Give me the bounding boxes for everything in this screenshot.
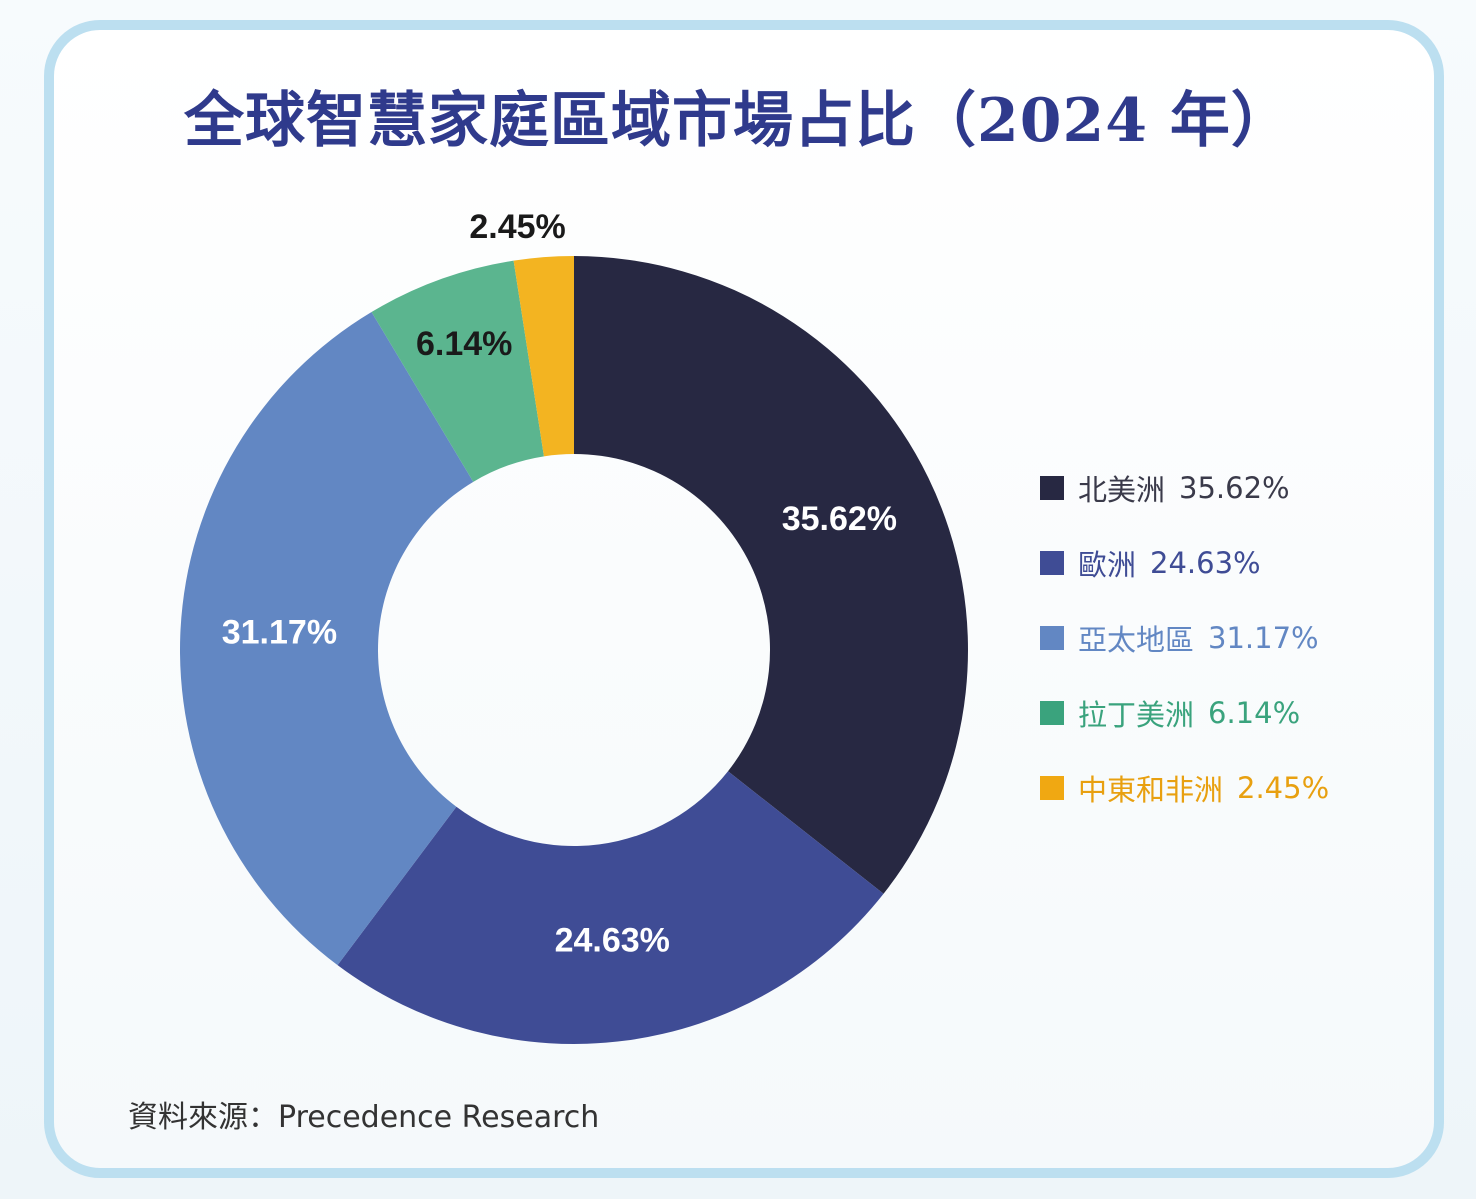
legend-swatch (1040, 776, 1064, 800)
legend-item: 北美洲 35.62% (1040, 466, 1329, 510)
legend-swatch (1040, 551, 1064, 575)
legend-swatch (1040, 626, 1064, 650)
legend-label: 亞太地區 (1078, 623, 1195, 657)
donut-slice (371, 260, 544, 482)
legend-swatch (1040, 476, 1064, 500)
legend-label: 拉丁美洲 (1078, 698, 1195, 732)
legend-item: 亞太地區 31.17% (1040, 616, 1329, 660)
legend-label: 北美洲 (1078, 473, 1166, 507)
legend-value: 35.62% (1179, 471, 1290, 505)
legend-item: 歐洲 24.63% (1040, 541, 1329, 585)
chart-legend: 北美洲 35.62% 歐洲 24.63% 亞太地區 31.17% 拉丁美洲 6.… (1040, 466, 1329, 841)
legend-label: 歐洲 (1078, 548, 1137, 582)
source-note: 資料來源：Precedence Research (128, 1100, 600, 1135)
legend-value: 31.17% (1208, 621, 1319, 655)
legend-label: 中東和非洲 (1078, 773, 1224, 807)
slice-value-label: 35.62% (782, 500, 897, 538)
slice-value-label: 31.17% (222, 614, 337, 652)
slice-value-label: 24.63% (555, 921, 670, 959)
donut-slice (574, 256, 968, 894)
legend-value: 6.14% (1208, 696, 1301, 730)
legend-value: 2.45% (1237, 771, 1330, 805)
chart-title: 全球智慧家庭區域市場占比（2024 年） (184, 86, 1292, 156)
donut-slice (337, 771, 884, 1044)
donut-slice (179, 311, 474, 966)
legend-item: 拉丁美洲 6.14% (1040, 691, 1329, 735)
slice-value-label: 2.45% (469, 208, 565, 246)
legend-swatch (1040, 701, 1064, 725)
slice-value-label: 6.14% (416, 325, 512, 363)
legend-item: 中東和非洲 2.45% (1040, 766, 1329, 810)
legend-value: 24.63% (1150, 546, 1261, 580)
donut-slice (513, 256, 574, 457)
